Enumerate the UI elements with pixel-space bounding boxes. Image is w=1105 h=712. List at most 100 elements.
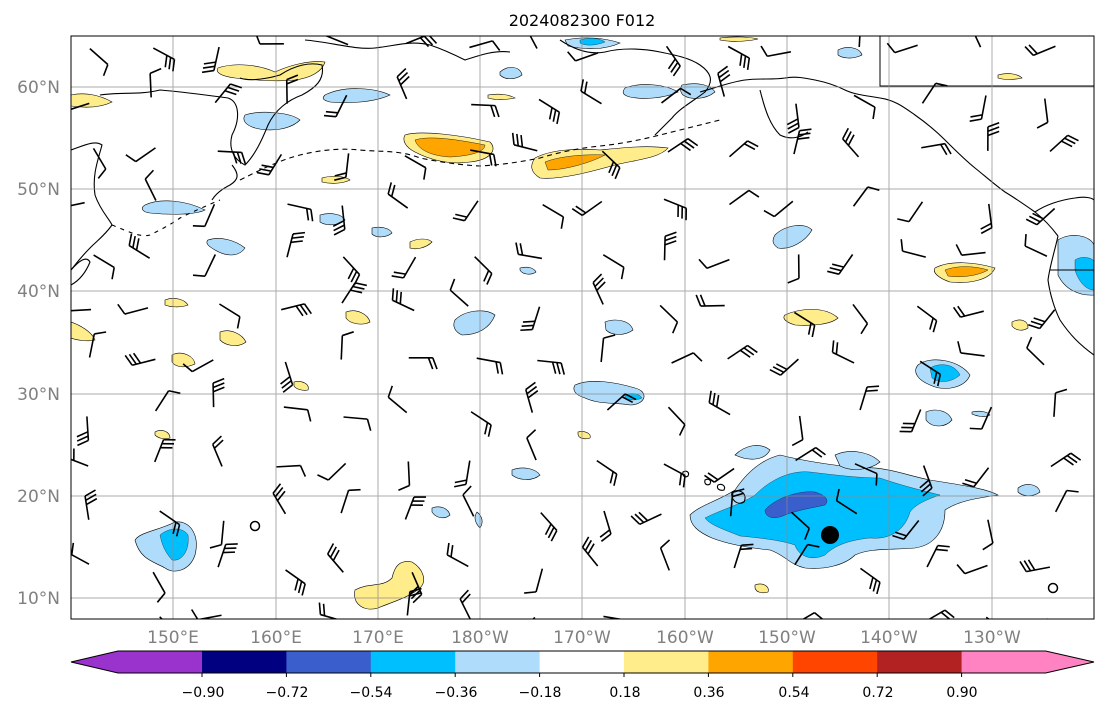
wind-barb: [661, 87, 692, 104]
wind-barb: [476, 357, 504, 375]
wind-barb: [398, 461, 411, 491]
wind-barb: [449, 278, 469, 307]
wind-barb: [404, 496, 427, 520]
wind-barb: [897, 201, 924, 223]
wind-barb: [603, 615, 624, 619]
wind-barb: [671, 352, 703, 364]
wind-barb: [217, 543, 238, 568]
wind-barb: [520, 306, 541, 332]
wind-barb: [921, 142, 952, 156]
lon-label: 160°W: [656, 628, 714, 648]
wind-barb: [1045, 618, 1048, 619]
wind-barb: [217, 150, 247, 165]
map-frame: [70, 35, 1095, 620]
wind-barb: [406, 587, 422, 616]
wind-barb: [286, 231, 306, 258]
wind-barb: [919, 465, 933, 497]
wind-barb: [1024, 234, 1048, 257]
wind-barb: [793, 311, 816, 338]
wind-barb: [182, 359, 214, 373]
wind-barb: [763, 200, 794, 218]
wind-barb: [446, 542, 469, 568]
wind-barb: [852, 303, 869, 335]
wind-barb: [71, 102, 90, 111]
wind-barb: [452, 200, 479, 222]
wind-barb: [969, 406, 993, 430]
wind-barb: [287, 203, 314, 222]
wind-barb: [793, 128, 812, 155]
wind-barb: [790, 511, 810, 540]
colorbar-outline: [70, 650, 1095, 674]
lat-label: 10°N: [17, 589, 60, 609]
wind-barb: [599, 510, 612, 542]
wind-barb: [117, 303, 149, 315]
wind-barb: [1025, 207, 1056, 226]
wind-barb: [980, 203, 993, 235]
wind-barb: [858, 36, 861, 48]
wind-barb: [916, 305, 938, 333]
wind-barb: [325, 36, 349, 46]
colorbar-segment: [202, 651, 287, 673]
colorbar-segment: [961, 651, 1094, 673]
wind-barb: [592, 273, 606, 305]
wind-barb: [1026, 336, 1045, 366]
wind-barb: [340, 331, 354, 360]
wind-barb: [526, 429, 537, 461]
wind-barb: [1054, 489, 1079, 513]
wind-barb: [529, 36, 538, 49]
lon-label: 150°E: [147, 628, 199, 648]
wind-barb: [272, 483, 287, 515]
colorbar-segment: [455, 651, 541, 673]
wind-barb: [955, 244, 986, 256]
wind-barb: [332, 205, 346, 236]
wind-barb: [727, 45, 751, 71]
wind-barb: [921, 82, 948, 104]
wind-barb: [1036, 98, 1049, 129]
wind-barb: [537, 359, 566, 375]
colorbar-segment: [624, 651, 709, 673]
colorbar-tick: −0.90: [182, 685, 225, 701]
wind-barb: [827, 254, 854, 275]
wind-barb: [769, 358, 799, 376]
wind-barb: [659, 304, 679, 334]
wind-barb: [256, 153, 283, 176]
wind-barb: [1019, 559, 1051, 573]
latitude-labels: 60°N 50°N 40°N 30°N 20°N 10°N: [17, 78, 60, 609]
wind-barb: [708, 390, 731, 416]
wind-barb: [525, 381, 539, 413]
wind-barb: [1049, 134, 1079, 153]
wind-barb: [285, 569, 306, 596]
wind-barb: [76, 416, 90, 447]
wind-barb: [1024, 44, 1056, 57]
wind-barb: [538, 98, 561, 125]
wind-barb: [71, 448, 89, 467]
wind-barb: [1028, 309, 1056, 330]
wind-barb: [733, 543, 754, 569]
wind-barb: [952, 305, 984, 318]
lat-label: 60°N: [17, 78, 60, 98]
wind-barb: [956, 564, 988, 575]
colorbar-segment: [539, 651, 625, 673]
colorbar-tick: −0.72: [266, 685, 309, 701]
wind-barb: [601, 150, 621, 180]
wind-barb: [602, 254, 625, 280]
wind-barb: [567, 51, 599, 62]
wind-barb: [982, 519, 994, 551]
wind-barb: [853, 94, 876, 120]
wind-barb: [728, 140, 759, 158]
wind-barb: [892, 519, 920, 541]
wind-barb: [729, 488, 745, 517]
wind-barb: [212, 377, 225, 408]
wind-barb: [542, 203, 565, 229]
wind-barb: [153, 438, 176, 463]
wind-barb: [663, 231, 677, 261]
wind-barb: [1053, 388, 1068, 417]
wind-barb: [391, 256, 417, 279]
colorbar-tick: 0.18: [609, 685, 640, 701]
wind-barb: [727, 344, 758, 360]
figure-title: 2024082300 F012: [509, 11, 656, 30]
wind-barb: [581, 536, 599, 567]
wind-barb: [831, 340, 855, 364]
wind-barb: [471, 103, 500, 118]
wind-barb: [717, 65, 731, 97]
